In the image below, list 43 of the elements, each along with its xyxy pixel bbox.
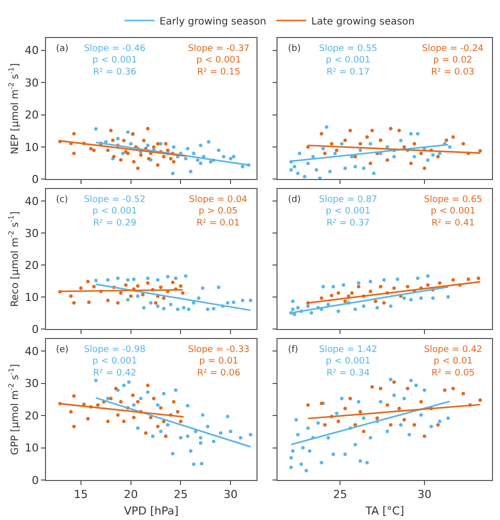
x-tick-label: 25 (333, 488, 348, 502)
annotation: Slope = 0.55 p < 0.001 R² = 0.17 (319, 44, 378, 78)
y-tick-label: 30 (24, 377, 39, 390)
annotation: (d) (288, 195, 301, 205)
x-axis-title: VPD [hPa] (124, 504, 179, 518)
legend-label: Late growing season (311, 16, 415, 28)
annotation: (a) (56, 44, 69, 54)
x-tick-label: 20 (124, 488, 138, 502)
annotation: Slope = -0.33 p = 0.01 R² = 0.06 (188, 345, 250, 378)
y-tick-label: 30 (24, 226, 39, 240)
annotation: Slope = -0.24 p = 0.02 R² = 0.03 (422, 44, 484, 78)
annotation: (e) (56, 345, 69, 355)
y-tick-label: 0 (32, 323, 39, 336)
legend-label: Early growing season (160, 16, 266, 28)
annotation: Slope = -0.98 p < 0.001 R² = 0.42 (84, 345, 146, 378)
annotation: Slope = -0.37 p < 0.001 R² = 0.15 (188, 44, 250, 78)
y-tick-label: 20 (24, 409, 39, 422)
y-tick-label: 20 (24, 258, 39, 272)
y-tick-label: 10 (24, 290, 39, 304)
annotation: Slope = 0.65 p < 0.001 R² = 0.41 (424, 195, 482, 228)
x-axis-title: TA [°C] (364, 504, 404, 518)
annotation: Slope = 1.42 p < 0.001 R² = 0.34 (319, 345, 378, 378)
x-tick-label: 30 (224, 488, 238, 502)
annotation: Slope = 0.87 p < 0.001 R² = 0.37 (319, 195, 378, 228)
annotation: (f) (288, 345, 298, 355)
annotation: (c) (56, 195, 68, 205)
y-tick-label: 40 (24, 194, 39, 208)
y-tick-label: 30 (24, 76, 39, 90)
y-tick-label: 20 (24, 108, 39, 122)
y-tick-label: 40 (24, 44, 39, 58)
annotation: Slope = 0.42 p < 0.01 R² = 0.05 (424, 345, 482, 378)
x-tick-label: 30 (417, 488, 432, 502)
x-tick-label: 15 (74, 488, 88, 502)
annotation: Slope = -0.52 p < 0.001 R² = 0.29 (84, 195, 146, 228)
annotation: Slope = 0.04 p > 0.05 R² = 0.01 (189, 195, 248, 228)
annotation: Slope = -0.46 p < 0.001 R² = 0.36 (84, 44, 146, 78)
y-tick-label: 0 (32, 474, 39, 487)
x-tick-label: 25 (174, 488, 188, 502)
y-tick-label: 40 (24, 345, 39, 358)
y-tick-label: 10 (24, 140, 39, 154)
annotation: (b) (288, 44, 301, 54)
y-tick-label: 0 (32, 173, 39, 186)
y-tick-label: 10 (24, 442, 39, 455)
